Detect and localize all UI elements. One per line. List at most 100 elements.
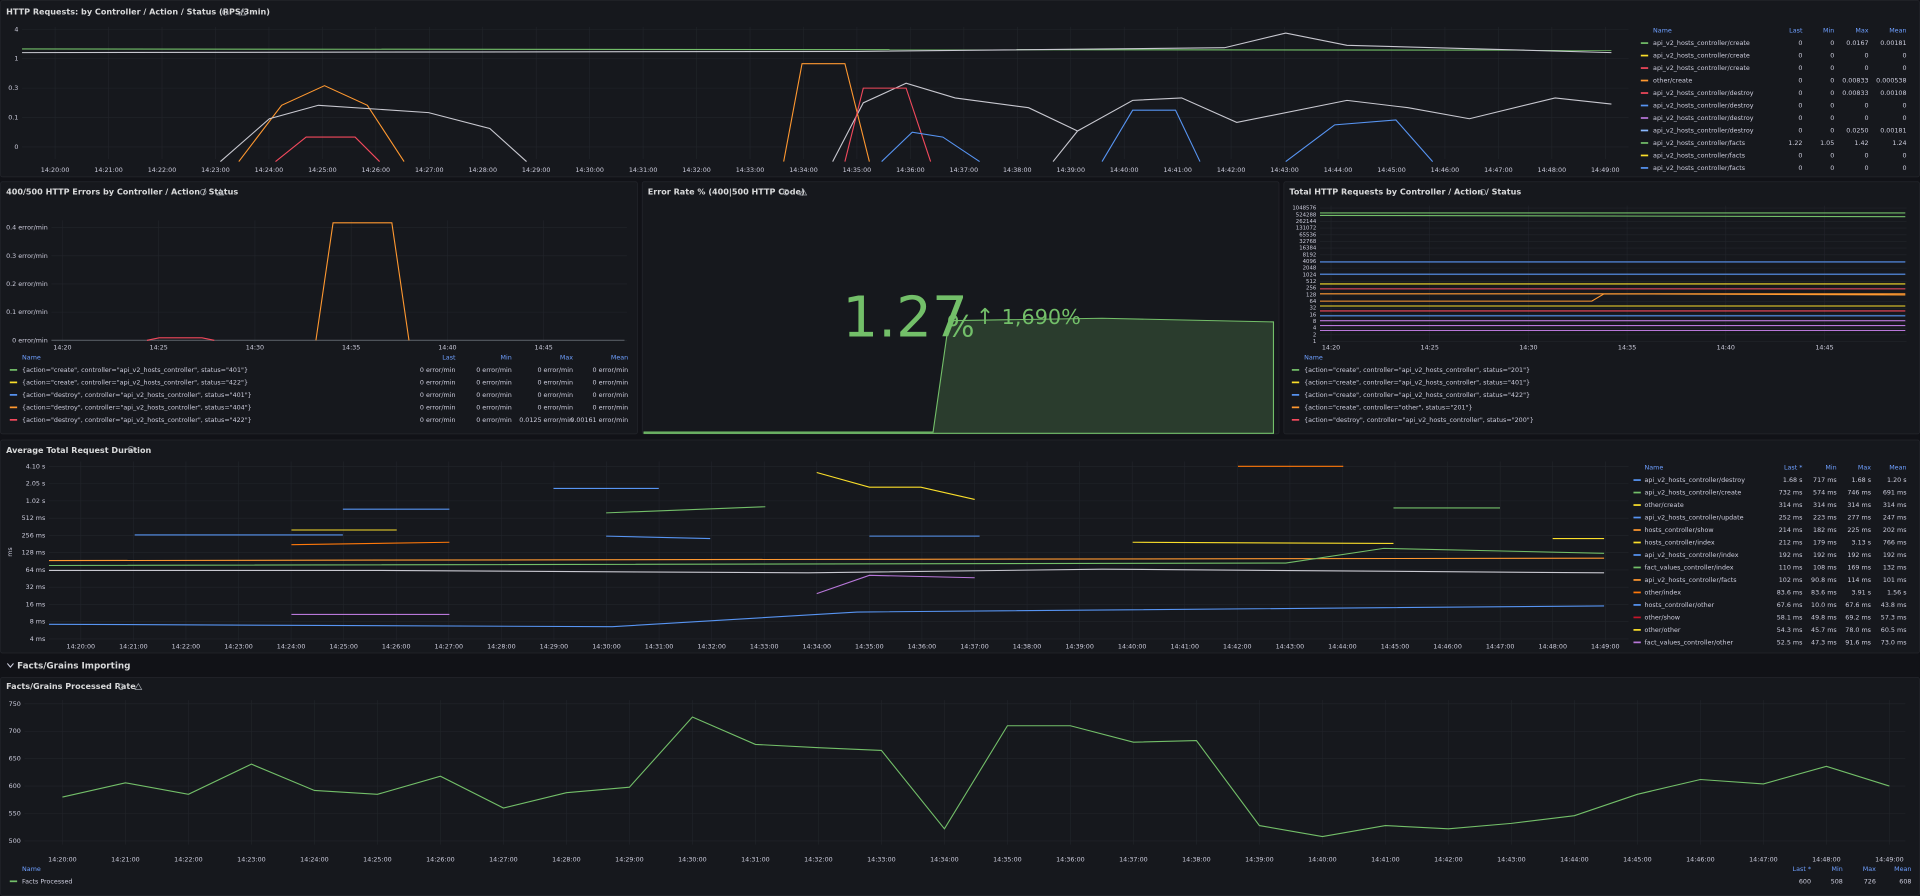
legend-value: 0.00181 [1880,127,1906,134]
series-line [48,487,1605,628]
panel-frame [1283,181,1920,435]
x-tick-label: 14:34:00 [802,643,831,650]
legend-value: 0 [1798,115,1802,122]
legend-value: 0.00833 [1842,90,1868,97]
legend-value: 69.2 ms [1845,614,1871,621]
legend-value: 1.68 s [1783,477,1803,484]
legend-value: 108 ms [1813,564,1837,571]
legend-value: 0 [1865,115,1869,122]
x-tick-label: 14:29:00 [522,167,551,174]
x-tick-label: 14:47:00 [1749,856,1778,863]
legend-name: api_v2_hosts_controller/create [1653,65,1750,72]
legend-value: 132 ms [1883,564,1907,571]
panel-title: Total HTTP Requests by Controller / Acti… [1289,187,1521,197]
x-tick-label: 14:41:00 [1170,643,1199,650]
legend-value: 0 [1798,65,1802,72]
y-tick-label: 0 [14,144,18,151]
legend-value: 574 ms [1813,490,1837,497]
series-line [315,222,410,341]
x-tick-label: 14:46:00 [1431,167,1460,174]
y-tick-label: 8192 [1303,252,1317,258]
y-tick-label: 4.10 s [26,463,46,470]
y-tick-label: 32 ms [26,584,46,591]
x-tick-label: 14:44:00 [1324,167,1353,174]
x-tick-label: 14:39:00 [1056,167,1085,174]
legend-value: 78.0 ms [1845,627,1871,634]
legend-value: 732 ms [1779,490,1803,497]
warning-icon [238,8,247,16]
legend-name: {action="destroy", controller="api_v2_ho… [22,404,252,411]
legend-value: 0 [1830,40,1834,47]
legend-header: Min [1832,866,1843,873]
legend-value: 0 [1830,65,1834,72]
legend-value: 766 ms [1883,539,1907,546]
y-tick-label: 32 [1309,306,1316,312]
legend-value: 0 error/min [476,367,512,374]
legend-value: 0 error/min [537,367,573,374]
x-tick-label: 14:40 [438,345,456,352]
legend: Name Last Min Max Mean api_v2_hosts_controlle… [1640,28,1907,172]
legend-value: 0 [1798,152,1802,159]
warning-icon [216,188,225,196]
y-tick-label: 128 ms [22,550,46,557]
y-tick-label: 64 ms [26,567,46,574]
legend-name: api_v2_hosts_controller/index [1644,552,1738,559]
x-tick-label: 14:28:00 [468,167,497,174]
x-tick-label: 14:22:00 [172,643,201,650]
legend-value: 0 [1902,115,1906,122]
x-tick-label: 14:49:00 [1591,643,1620,650]
x-tick-label: 14:37:00 [1119,856,1148,863]
x-tick-label: 14:48:00 [1538,643,1567,650]
x-tick-label: 14:30 [1519,345,1537,352]
legend-value: 0 [1830,103,1834,110]
legend-name: api_v2_hosts_controller/destroy [1644,477,1745,484]
x-tick-label: 14:20 [53,345,71,352]
legend-value: 192 ms [1883,552,1907,559]
legend-name: {action="destroy", controller="api_v2_ho… [1304,417,1534,424]
legend-header: Max [1855,28,1868,35]
y-tick-label: 700 [9,728,21,735]
x-tick-label: 14:39:00 [1065,643,1094,650]
series-line [1320,320,1906,332]
y-tick-label: 1024 [1303,272,1317,278]
x-tick-label: 14:41:00 [1371,856,1400,863]
panel: HTTP Requests: by Controller / Action / … [0,0,1920,178]
x-tick-label: 14:21:00 [111,856,140,863]
legend-value: 45.7 ms [1811,627,1837,634]
legend-header: Last [1789,28,1803,35]
legend-value: 73.0 ms [1881,639,1907,646]
y-tick-label: 1048576 [1292,206,1317,212]
x-tick-label: 14:35:00 [993,856,1022,863]
x-tick-label: 14:26:00 [382,643,411,650]
series-line [48,547,1605,567]
x-tick-label: 14:36:00 [896,167,925,174]
y-tick-label: 4 [1313,326,1317,332]
legend-name: other/create [1644,502,1683,509]
x-tick-label: 14:38:00 [1013,643,1042,650]
y-axis-label: ms [7,547,14,557]
series-line [1319,212,1906,218]
legend-value: 169 ms [1847,564,1871,571]
legend-value: 67.6 ms [1777,602,1803,609]
x-tick-label: 14:41:00 [1163,167,1192,174]
panel-frame [0,0,1920,178]
legend-value: 102 ms [1779,577,1803,584]
legend-value: 58.1 ms [1777,614,1803,621]
x-tick-label: 14:25:00 [363,856,392,863]
legend-value: 0.0250 [1846,127,1868,134]
legend: Name Last * Min Max Mean Facts Processed 600 50… [9,866,1911,885]
x-tick-label: 14:21:00 [119,643,148,650]
x-tick-label: 14:34:00 [930,856,959,863]
x-tick-label: 14:28:00 [552,856,581,863]
legend-name: api_v2_hosts_controller/create [1653,53,1750,60]
x-tick-label: 14:48:00 [1812,856,1841,863]
legend-header: Last * [1784,465,1802,472]
legend-value: 0 [1865,103,1869,110]
series-line [48,557,1605,562]
y-tick-label: 600 [9,783,21,790]
x-tick-label: 14:28:00 [487,643,516,650]
decorative-series [22,32,1906,628]
legend-value: 49.8 ms [1811,614,1837,621]
series-line [291,465,1344,546]
